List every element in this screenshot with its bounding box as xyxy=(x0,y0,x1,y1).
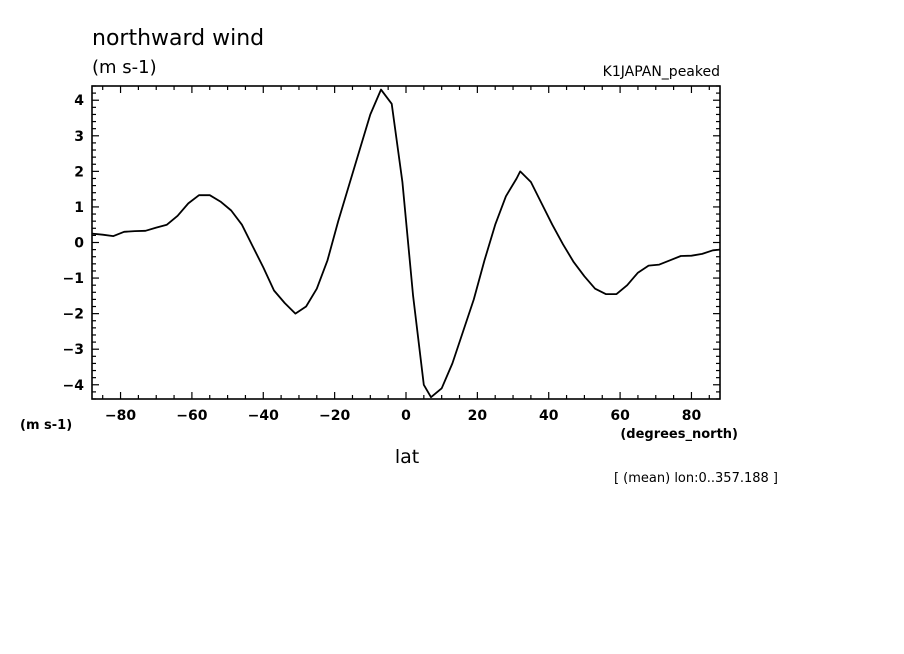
y-tick-label: 3 xyxy=(74,129,84,145)
y-tick-label: −1 xyxy=(63,271,84,287)
y-axis-units: (m s-1) xyxy=(20,418,72,433)
x-tick-label: −20 xyxy=(319,408,350,424)
x-tick-label: 40 xyxy=(539,408,559,424)
y-tick-label: 1 xyxy=(74,200,84,216)
plot-frame xyxy=(91,85,721,400)
x-tick-label: 60 xyxy=(610,408,630,424)
y-tick-label: 0 xyxy=(74,236,84,252)
y-tick-label: 2 xyxy=(74,164,84,180)
northward-wind-line xyxy=(91,88,721,399)
x-tick-label: 20 xyxy=(468,408,488,424)
x-tick-label: 80 xyxy=(682,408,702,424)
title-units: (m s-1) xyxy=(92,57,157,78)
run-label: K1JAPAN_peaked xyxy=(603,64,720,80)
axis-ticks xyxy=(92,85,720,400)
x-tick-label: −40 xyxy=(248,408,279,424)
x-tick-labels: −80 −60 −40 −20 0 20 40 60 80 xyxy=(105,408,702,424)
y-tick-labels: −4 −3 −2 −1 0 1 2 3 4 xyxy=(63,93,85,394)
x-tick-label: 0 xyxy=(401,408,411,424)
averaging-note: [ (mean) lon:0..357.188 ] xyxy=(614,471,778,486)
x-tick-label: −80 xyxy=(105,408,136,424)
y-tick-label: −2 xyxy=(63,307,84,323)
y-tick-label: −4 xyxy=(63,378,85,394)
chart-title: northward wind xyxy=(92,26,264,51)
y-tick-label: −3 xyxy=(63,342,84,358)
x-axis-units: (degrees_north) xyxy=(620,427,738,442)
x-axis-label: lat xyxy=(395,446,419,468)
x-tick-label: −60 xyxy=(176,408,207,424)
y-tick-label: 4 xyxy=(74,93,84,109)
